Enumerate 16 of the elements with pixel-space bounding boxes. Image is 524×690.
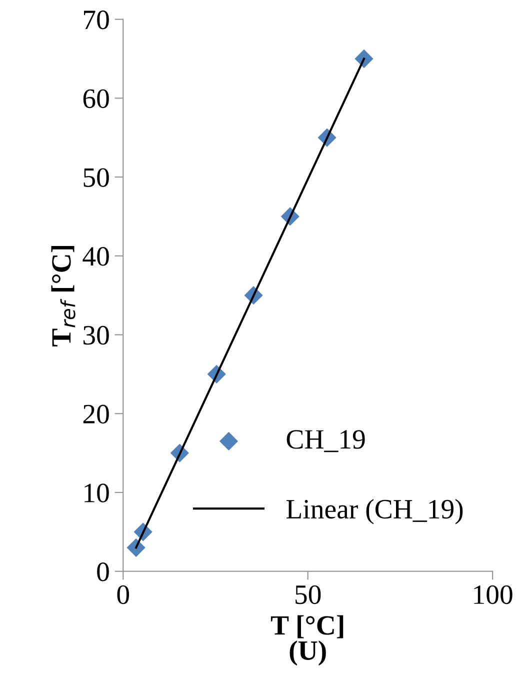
y-tick-label: 0: [97, 562, 109, 582]
x-tick-label: 50: [296, 585, 321, 604]
y-tick-label: 20: [83, 404, 109, 424]
y-tick-label: 50: [84, 168, 109, 187]
y-tick-label: 40: [82, 247, 109, 266]
x-axis-title: T [°C] (U): [270, 615, 344, 666]
point: [126, 538, 146, 557]
y-axis-title: T$_{ref}$ [°C]: [51, 246, 76, 346]
legend-label: CH_19: [286, 430, 365, 452]
y-tick-label: 60: [83, 89, 109, 108]
y-tick-label: 30: [83, 326, 109, 345]
x-tick-label: 100: [474, 585, 512, 604]
x-tick-label: 0: [117, 585, 130, 604]
y-tick-label: 70: [84, 10, 109, 30]
y-tick-label: 10: [84, 484, 109, 502]
legend-label: Linear (CH_19): [286, 499, 463, 524]
